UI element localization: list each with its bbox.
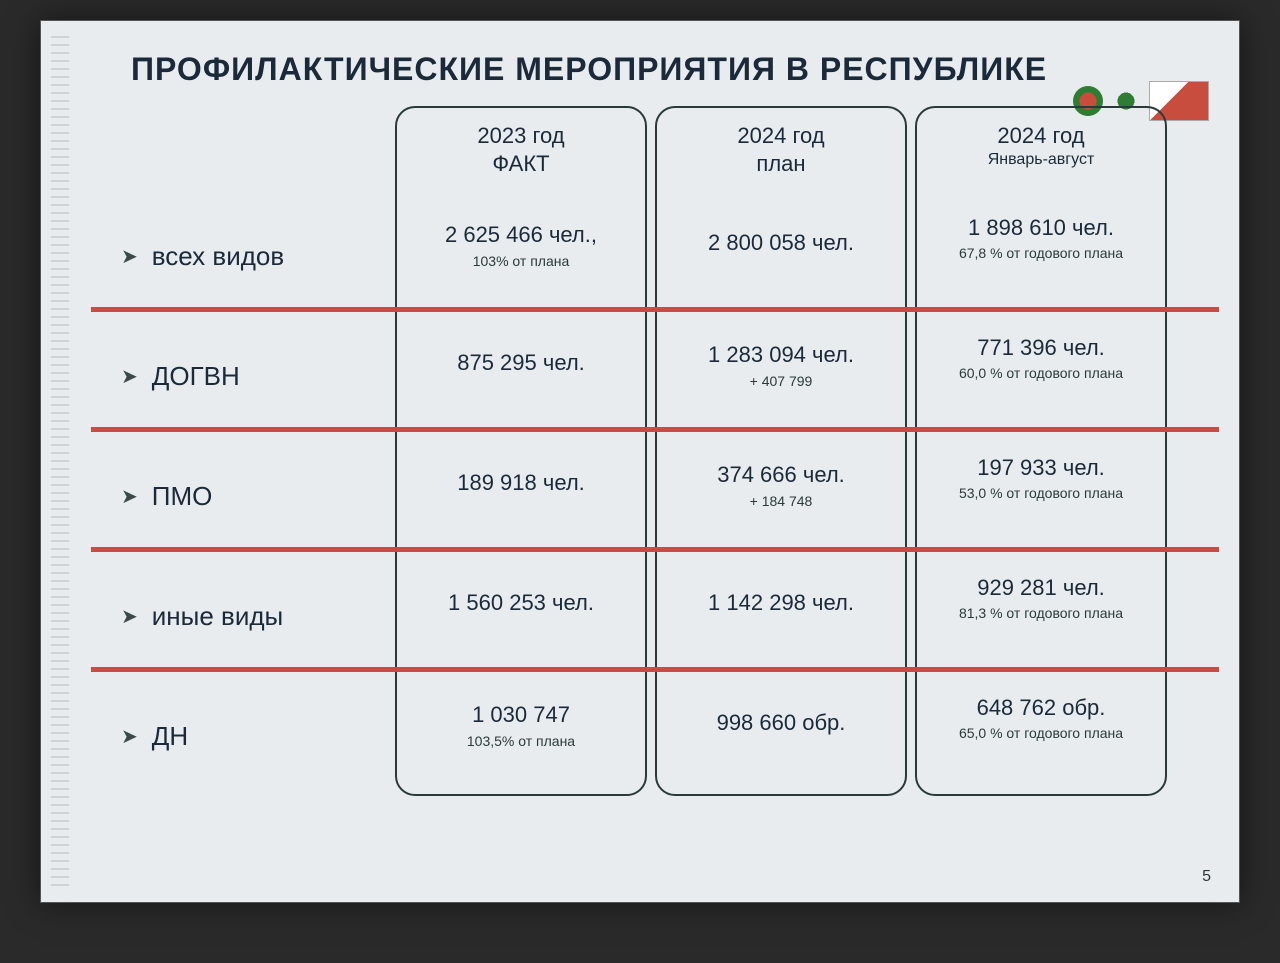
data-column-2024-jan-aug: 2024 год Январь-август 1 898 610 чел. 67,…	[915, 106, 1167, 796]
row-label: ➤ ДН	[91, 676, 391, 796]
table-cell: 2 625 466 чел., 103% от плана	[397, 185, 645, 305]
row-label: ➤ ДОГВН	[91, 316, 391, 436]
cell-sub: 103,5% от плана	[467, 733, 575, 749]
table-cell: 189 918 чел.	[397, 425, 645, 545]
decorative-border	[51, 31, 69, 892]
cell-sub: 81,3 % от годового плана	[959, 605, 1123, 621]
slide: ПРОФИЛАКТИЧЕСКИЕ МЕРОПРИЯТИЯ В РЕСПУБЛИК…	[40, 20, 1240, 903]
column-header: 2024 год план	[657, 108, 905, 185]
table-cell: 1 283 094 чел. + 407 799	[657, 305, 905, 425]
table-cell: 771 396 чел. 60,0 % от годового плана	[917, 298, 1165, 418]
row-label-text: ПМО	[152, 481, 213, 512]
row-label: ➤ иные виды	[91, 556, 391, 676]
cell-sub: 103% от плана	[473, 253, 570, 269]
chevron-right-icon: ➤	[121, 484, 138, 509]
cell-sub: 53,0 % от годового плана	[959, 485, 1123, 501]
table-cell: 648 762 обр. 65,0 % от годового плана	[917, 658, 1165, 778]
cell-sub: 65,0 % от годового плана	[959, 725, 1123, 741]
column-header-line1: 2023 год	[405, 122, 637, 150]
row-label: ➤ всех видов	[91, 196, 391, 316]
row-label-text: ДН	[152, 721, 188, 752]
column-header-line1: 2024 год	[665, 122, 897, 150]
cell-main: 929 281 чел.	[977, 574, 1105, 602]
cell-sub: + 184 748	[750, 493, 813, 509]
cell-sub: 60,0 % от годового плана	[959, 365, 1123, 381]
cell-main: 1 898 610 чел.	[968, 214, 1114, 242]
data-table: ➤ всех видов ➤ ДОГВН ➤ ПМО ➤ иные виды ➤ ДН 2…	[91, 106, 1219, 796]
label-column: ➤ всех видов ➤ ДОГВН ➤ ПМО ➤ иные виды ➤ ДН	[91, 106, 391, 796]
cell-main: 197 933 чел.	[977, 454, 1105, 482]
cell-main: 189 918 чел.	[457, 469, 585, 497]
row-label-text: ДОГВН	[152, 361, 240, 392]
cell-sub: + 407 799	[750, 373, 813, 389]
chevron-right-icon: ➤	[121, 364, 138, 389]
cell-main: 998 660 обр.	[717, 709, 846, 737]
table-cell: 374 666 чел. + 184 748	[657, 425, 905, 545]
table-cell: 1 898 610 чел. 67,8 % от годового плана	[917, 178, 1165, 298]
table-cell: 998 660 обр.	[657, 665, 905, 785]
cell-main: 1 560 253 чел.	[448, 589, 594, 617]
table-cell: 1 560 253 чел.	[397, 545, 645, 665]
row-label-text: иные виды	[152, 601, 283, 632]
cell-main: 875 295 чел.	[457, 349, 585, 377]
cell-main: 374 666 чел.	[717, 461, 845, 489]
column-header-line2: ФАКТ	[405, 150, 637, 178]
data-column-2024-plan: 2024 год план 2 800 058 чел. 1 283 094 ч…	[655, 106, 907, 796]
table-cell: 1 142 298 чел.	[657, 545, 905, 665]
column-header-line2: план	[665, 150, 897, 178]
table-cell: 875 295 чел.	[397, 305, 645, 425]
label-spacer	[91, 106, 391, 196]
cell-main: 648 762 обр.	[977, 694, 1106, 722]
cell-main: 2 625 466 чел.,	[445, 221, 597, 249]
table-cell: 1 030 747 103,5% от плана	[397, 665, 645, 785]
page-title: ПРОФИЛАКТИЧЕСКИЕ МЕРОПРИЯТИЯ В РЕСПУБЛИК…	[131, 51, 1219, 88]
cell-main: 1 030 747	[472, 701, 570, 729]
column-header: 2023 год ФАКТ	[397, 108, 645, 185]
cell-main: 2 800 058 чел.	[708, 229, 854, 257]
table-cell: 2 800 058 чел.	[657, 185, 905, 305]
cell-main: 1 142 298 чел.	[708, 589, 854, 617]
data-column-2023: 2023 год ФАКТ 2 625 466 чел., 103% от пла…	[395, 106, 647, 796]
cell-main: 1 283 094 чел.	[708, 341, 854, 369]
row-label-text: всех видов	[152, 241, 284, 272]
column-header-line1: 2024 год	[925, 122, 1157, 150]
chevron-right-icon: ➤	[121, 724, 138, 749]
row-label: ➤ ПМО	[91, 436, 391, 556]
table-cell: 929 281 чел. 81,3 % от годового плана	[917, 538, 1165, 658]
cell-sub: 67,8 % от годового плана	[959, 245, 1123, 261]
table-cell: 197 933 чел. 53,0 % от годового плана	[917, 418, 1165, 538]
column-header-line2: Январь-август	[925, 150, 1157, 170]
cell-main: 771 396 чел.	[977, 334, 1105, 362]
chevron-right-icon: ➤	[121, 604, 138, 629]
page-number: 5	[1202, 868, 1211, 886]
chevron-right-icon: ➤	[121, 244, 138, 269]
column-header: 2024 год Январь-август	[917, 108, 1165, 178]
